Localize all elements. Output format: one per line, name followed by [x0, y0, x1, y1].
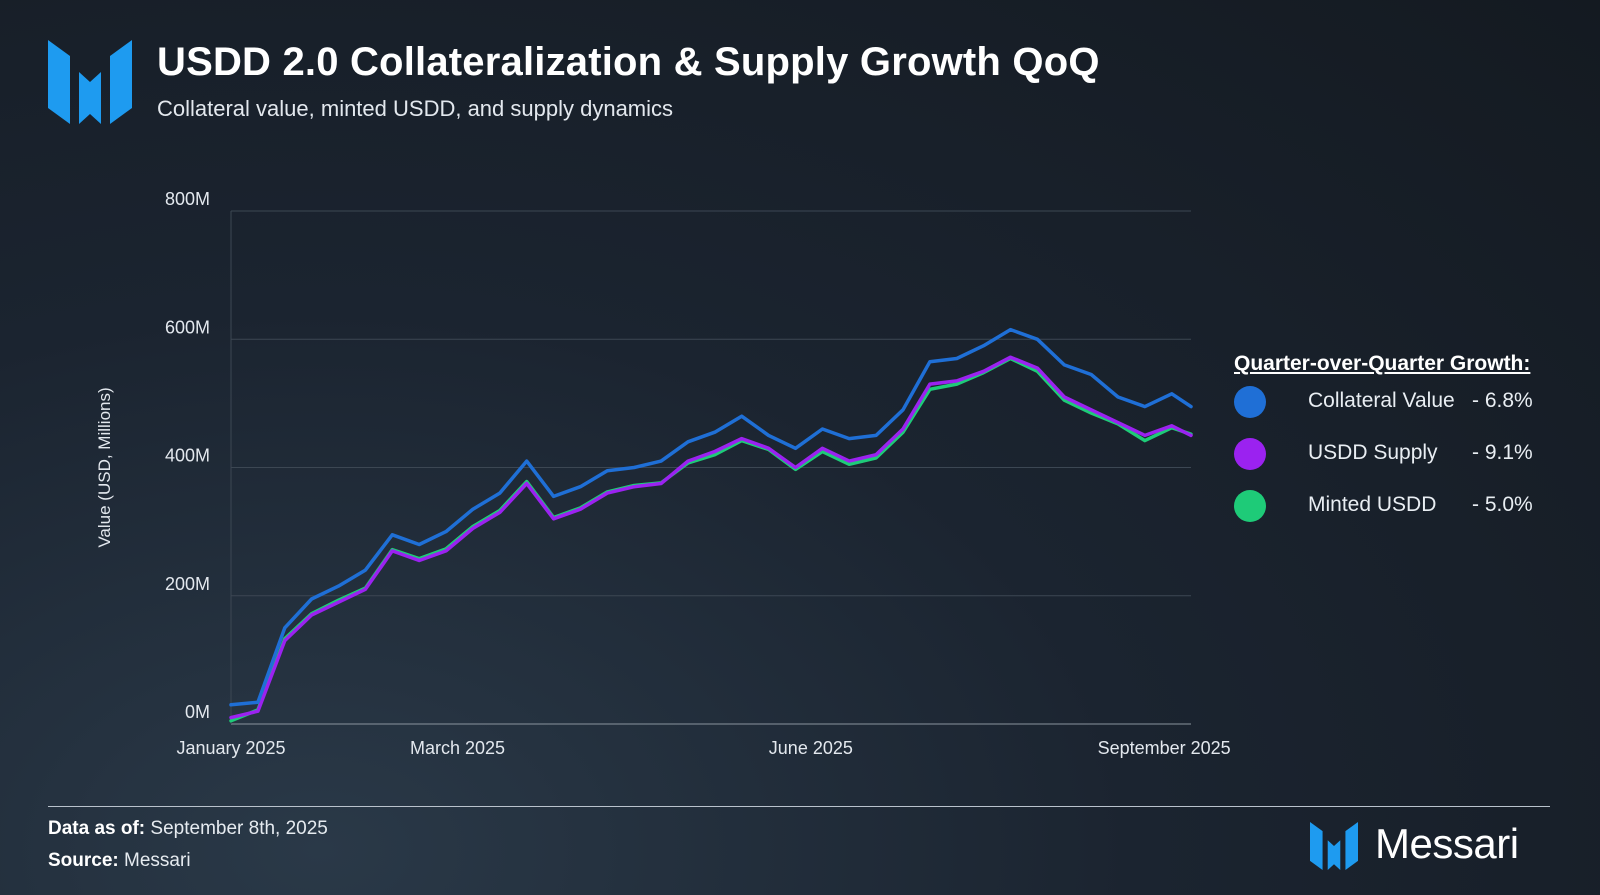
series-line-usdd-supply: [229, 355, 1193, 720]
footer-source: Source: Messari: [48, 850, 191, 872]
footer-divider: [48, 806, 1550, 807]
series-line-minted-usdd: [229, 356, 1193, 723]
y-tick-label: 400M: [165, 446, 210, 466]
x-tick-label: June 2025: [769, 738, 853, 758]
legend-title: Quarter-over-Quarter Growth:: [1234, 352, 1531, 375]
legend-item-value: - 5.0%: [1472, 493, 1533, 516]
y-tick-label: 600M: [165, 317, 210, 337]
legend-item-collateral-value: Collateral Value - 6.8%: [1234, 378, 1564, 428]
legend-item-label: USDD Supply: [1308, 441, 1438, 464]
source-label: Source:: [48, 850, 119, 871]
y-axis-label: Value (USD, Millions): [95, 387, 114, 547]
series-line-collateral-value: [229, 327, 1193, 707]
x-tick-label: March 2025: [410, 738, 505, 758]
messari-logo-icon: [1310, 822, 1358, 870]
legend-item-value: - 6.8%: [1472, 389, 1533, 412]
brand-name: Messari: [1375, 820, 1519, 867]
legend-item-label: Collateral Value: [1308, 389, 1455, 412]
legend-dot-icon: [1234, 386, 1266, 418]
source-value: Messari: [124, 850, 191, 871]
x-tick-label: September 2025: [1098, 738, 1231, 758]
data-as-of-value: September 8th, 2025: [150, 818, 328, 839]
legend-dot-icon: [1234, 438, 1266, 470]
footer-data-as-of: Data as of: September 8th, 2025: [48, 818, 328, 840]
brand-logo: Messari: [1310, 820, 1560, 872]
page-subtitle: Collateral value, minted USDD, and suppl…: [157, 96, 674, 121]
y-tick-label: 0M: [185, 702, 210, 722]
x-tick-label: January 2025: [176, 738, 285, 758]
y-tick-label: 200M: [165, 574, 210, 594]
legend-item-usdd-supply: USDD Supply - 9.1%: [1234, 430, 1564, 480]
y-tick-label: 800M: [165, 189, 210, 209]
data-as-of-label: Data as of:: [48, 818, 146, 839]
legend-item-value: - 9.1%: [1472, 441, 1533, 464]
legend-dot-icon: [1234, 490, 1266, 522]
legend-item-label: Minted USDD: [1308, 493, 1437, 516]
legend-item-minted-usdd: Minted USDD - 5.0%: [1234, 482, 1564, 532]
messari-logo-icon: [48, 40, 132, 124]
legend: Quarter-over-Quarter Growth: Collateral …: [1234, 352, 1564, 532]
page-title: USDD 2.0 Collateralization & Supply Grow…: [157, 40, 1100, 84]
